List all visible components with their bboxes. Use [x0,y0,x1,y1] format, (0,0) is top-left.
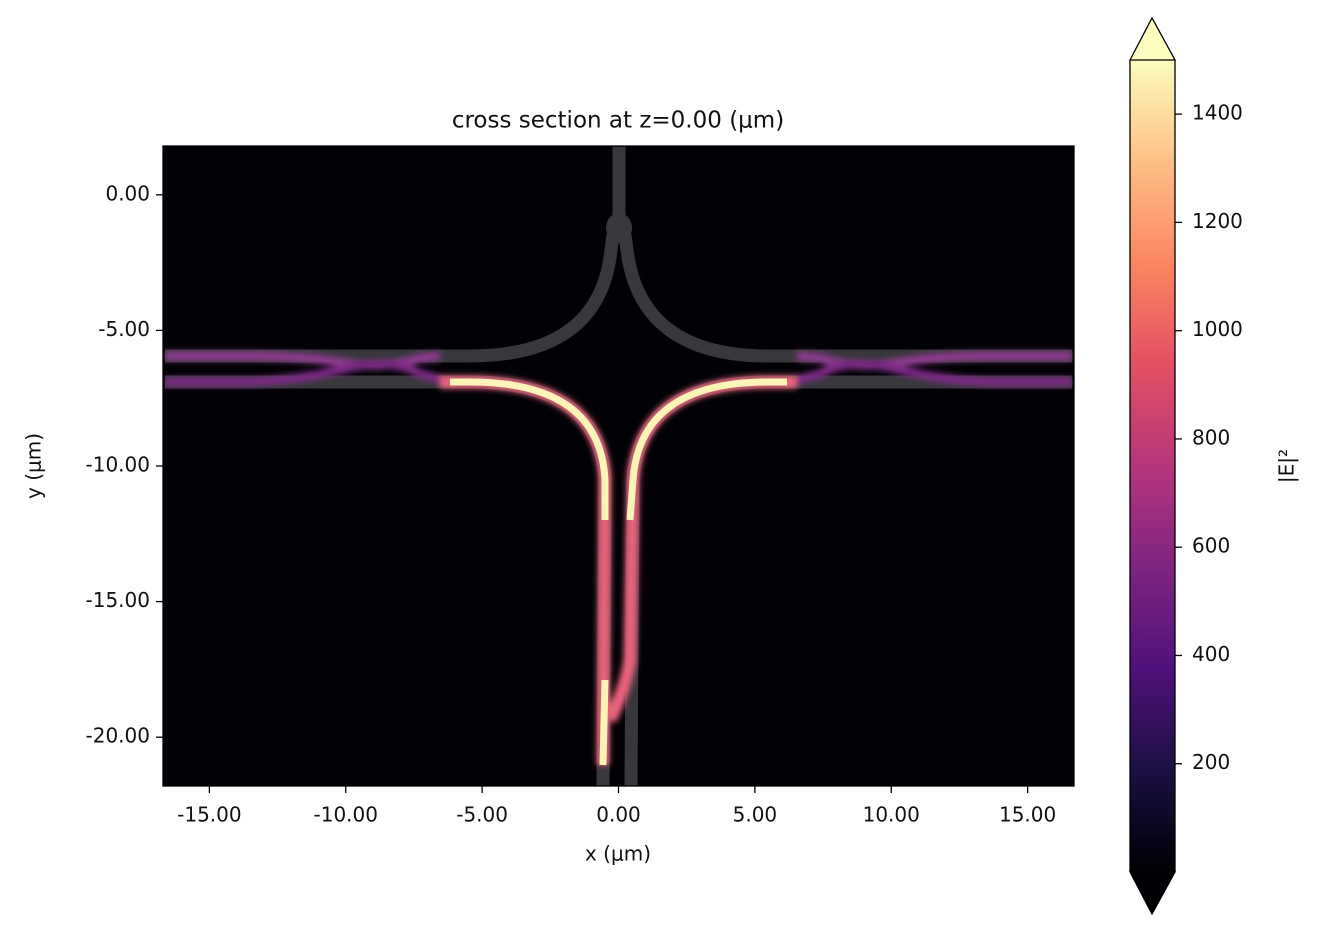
x-tick-label: -15.00 [177,803,241,827]
x-tick-label: 0.00 [596,803,641,827]
y-tick-label: -15.00 [86,588,150,612]
x-tick-label: 10.00 [863,803,920,827]
colorbar-tick-label: 1200 [1192,209,1243,233]
y-tick-label: -10.00 [86,453,150,477]
x-tick-label: 15.00 [999,803,1056,827]
y-tick-label: 0.00 [105,181,150,205]
field-image [163,146,1074,786]
colorbar-extend-min [1128,871,1177,916]
y-tick-label: -5.00 [98,317,150,341]
x-tick-label: -5.00 [456,803,508,827]
colorbar-tick-label: 400 [1192,642,1230,666]
colorbar-tick-label: 1400 [1192,101,1243,125]
chart-title: cross section at z=0.00 (μm) [452,108,784,134]
x-axis-label: x (μm) [585,842,651,866]
y-tick-label: -20.00 [86,724,150,748]
colorbar-tick-label: 800 [1192,425,1230,449]
colorbar [1130,60,1175,872]
x-tick-label: 5.00 [733,803,778,827]
y-axis-label: y (μm) [22,433,46,499]
colorbar-tick-label: 200 [1192,750,1230,774]
colorbar-label: |E|² [1275,449,1299,483]
colorbar-frame [1129,60,1176,872]
colorbar-extend-max [1128,16,1177,61]
colorbar-tick-label: 1000 [1192,317,1243,341]
colorbar-tick-label: 600 [1192,534,1230,558]
x-tick-label: -10.00 [314,803,378,827]
